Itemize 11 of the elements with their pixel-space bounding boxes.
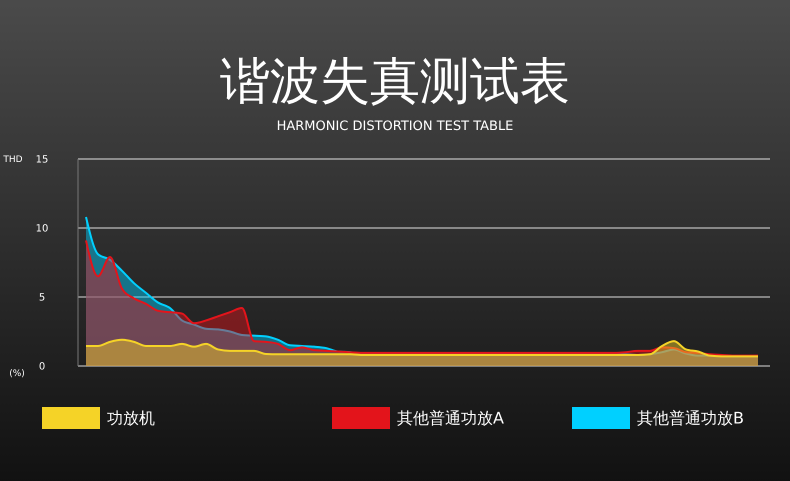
chart-title: 谐波失真测试表: [220, 52, 570, 110]
y-tick-label: 15: [36, 154, 48, 166]
y-tick-label: 10: [36, 224, 48, 234]
text: (%): [9, 369, 25, 380]
y-axis-title: THD: [2, 155, 23, 166]
legend-label: 其他普通功放A: [397, 408, 504, 428]
y-tick-label: 0: [38, 362, 46, 372]
legend-label: 功放机: [107, 408, 155, 428]
legend-label: 其他普通功放B: [637, 408, 744, 428]
chart-subtitle: HARMONIC DISTORTION TEST TABLE: [276, 119, 514, 134]
y-tick-label: 5: [38, 292, 46, 304]
